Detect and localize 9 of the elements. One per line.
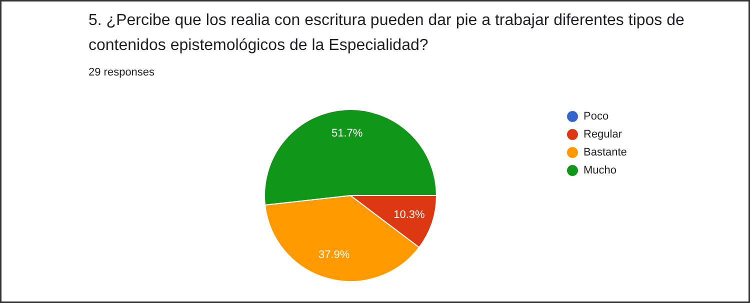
legend-label: Bastante — [584, 146, 627, 158]
data-label: 51.7% — [332, 128, 363, 140]
text: 29 responses — [88, 66, 156, 78]
data-label: 10.3% — [394, 209, 426, 222]
legend-label: Poco — [584, 110, 609, 122]
data-label: 37.9% — [318, 249, 350, 262]
chart-title: 5. ¿Percibe que los realia con escritura pueden dar pie a trabajar diferentes tipos de contenidos epistemológicos de la Especialidad? — [88, 12, 685, 54]
legend-label: Regular — [584, 128, 622, 140]
legend-label: Mucho — [584, 164, 617, 176]
